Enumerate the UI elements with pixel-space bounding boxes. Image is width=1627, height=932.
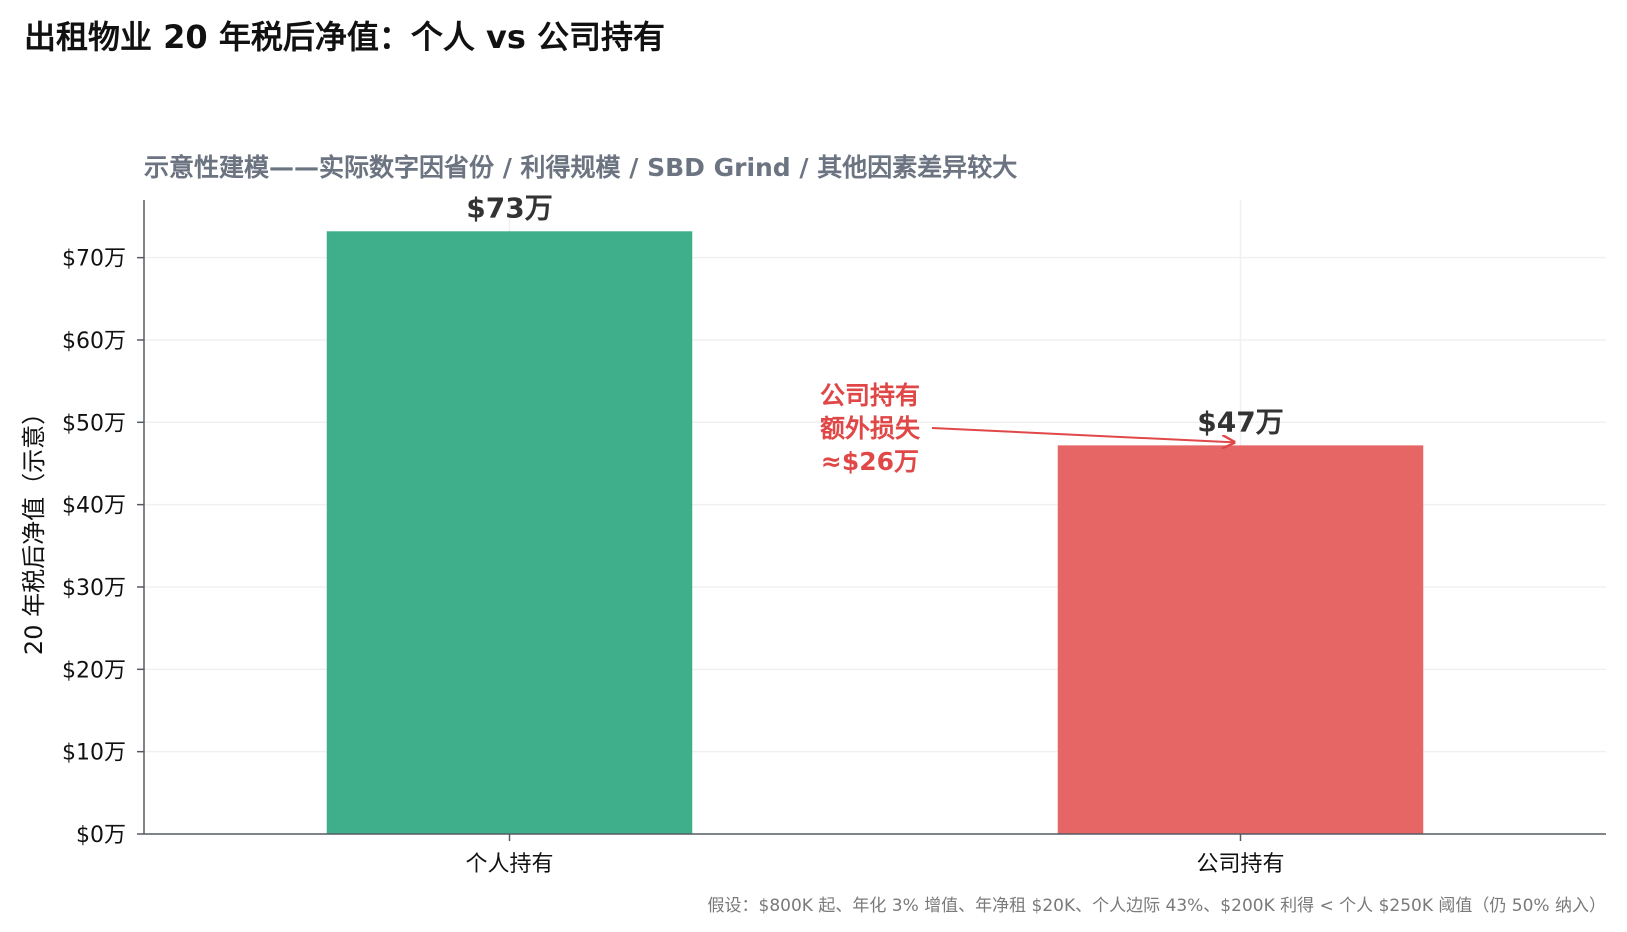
- x-tick-label: 公司持有: [1196, 852, 1284, 877]
- footnote: 假设：$800K 起、年化 3% 增值、年净租 $20K、个人边际 43%、$2…: [708, 896, 1606, 916]
- chart-subtitle: 示意性建模——实际数字因省份 / 利得规模 / SBD Grind / 其他因素…: [144, 153, 1017, 182]
- x-tick-label: 个人持有: [465, 852, 553, 877]
- y-tick-label: $0万: [76, 823, 126, 848]
- y-tick-label: $30万: [62, 576, 126, 601]
- bar-corporate: [1057, 445, 1424, 834]
- y-axis-label: 20 年税后净值（示意）: [20, 401, 48, 655]
- annotation-line: 公司持有: [820, 381, 920, 410]
- axes: [137, 200, 1606, 841]
- bar-individual: [326, 231, 693, 834]
- bars: [326, 231, 1424, 834]
- y-tick-label: $70万: [62, 247, 126, 272]
- bar-value-label: $73万: [466, 191, 552, 224]
- bar-value-label: $47万: [1197, 405, 1283, 438]
- y-tick-label: $50万: [62, 411, 126, 436]
- chart-title: 出租物业 20 年税后净值：个人 vs 公司持有: [24, 18, 665, 56]
- annotation-line: 额外损失: [820, 414, 921, 443]
- y-tick-label: $10万: [62, 741, 126, 766]
- annotation-line: ≈$26万: [821, 447, 919, 476]
- y-tick-label: $60万: [62, 329, 126, 354]
- y-tick-label: $20万: [62, 658, 126, 683]
- value-labels: $73万 $47万: [466, 191, 1283, 438]
- y-tick-label: $40万: [62, 494, 126, 519]
- annotation-arrow: [931, 427, 1235, 442]
